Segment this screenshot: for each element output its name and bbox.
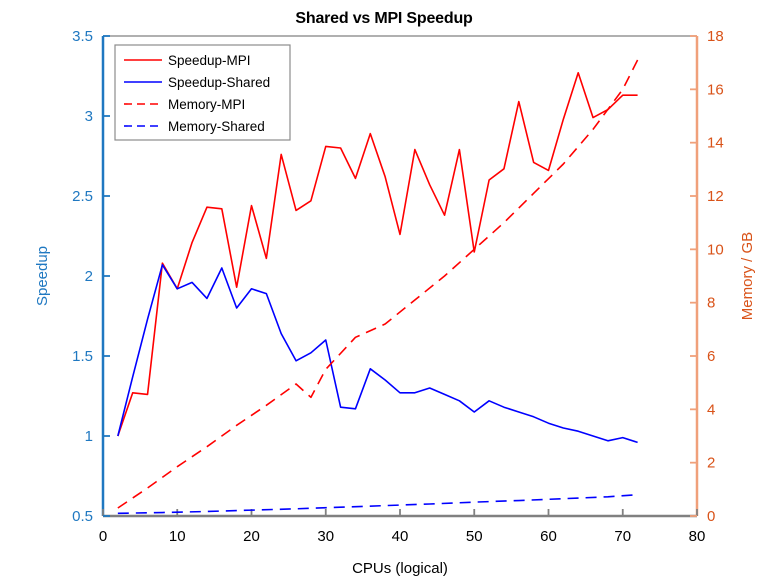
y-right-tick-label: 12	[707, 188, 724, 205]
y-left-tick-label: 0.5	[72, 508, 93, 525]
x-tick-label: 40	[392, 528, 409, 545]
series-line-speedup-mpi	[117, 72, 638, 437]
x-axis-title: CPUs (logical)	[352, 560, 448, 576]
y-left-tick-label: 2.5	[72, 188, 93, 205]
x-tick-label: 80	[689, 528, 706, 545]
y-left-tick-label: 1	[85, 428, 93, 445]
legend-label-4: Memory-Shared	[168, 119, 265, 134]
chart-title: Shared vs MPI Speedup	[295, 10, 473, 27]
y-right-tick-label: 14	[707, 135, 724, 152]
y-left-tick-label: 3	[85, 108, 93, 125]
x-tick-label: 10	[169, 528, 186, 545]
y-right-tick-label: 10	[707, 241, 724, 258]
y-right-tick-label: 8	[707, 295, 715, 312]
legend-label-2: Speedup-Shared	[168, 75, 270, 90]
y-right-tick-label: 16	[707, 81, 724, 98]
x-tick-label: 20	[243, 528, 260, 545]
y-left-axis-title: Speedup	[34, 246, 51, 306]
legend-label-1: Speedup-MPI	[168, 53, 251, 68]
y-right-tick-label: 2	[707, 455, 715, 472]
x-tick-label: 60	[540, 528, 557, 545]
series-line-memory-mpi	[117, 59, 639, 509]
y-right-tick-label: 4	[707, 401, 715, 418]
series-line-memory-shared	[117, 493, 638, 515]
y-right-tick-label: 18	[707, 28, 724, 45]
x-tick-label: 30	[317, 528, 334, 545]
y-right-axis-title: Memory / GB	[739, 232, 756, 320]
x-tick-label: 0	[99, 528, 107, 545]
series-line-speedup-shared	[117, 264, 638, 444]
x-tick-label: 50	[466, 528, 483, 545]
x-tick-label: 70	[614, 528, 631, 545]
y-left-tick-label: 2	[85, 268, 93, 285]
legend-label-3: Memory-MPI	[168, 97, 245, 112]
legend-box	[114, 44, 291, 141]
y-left-tick-label: 3.5	[72, 28, 93, 45]
y-left-tick-label: 1.5	[72, 348, 93, 365]
y-right-tick-label: 6	[707, 348, 715, 365]
y-right-tick-label: 0	[707, 508, 715, 525]
